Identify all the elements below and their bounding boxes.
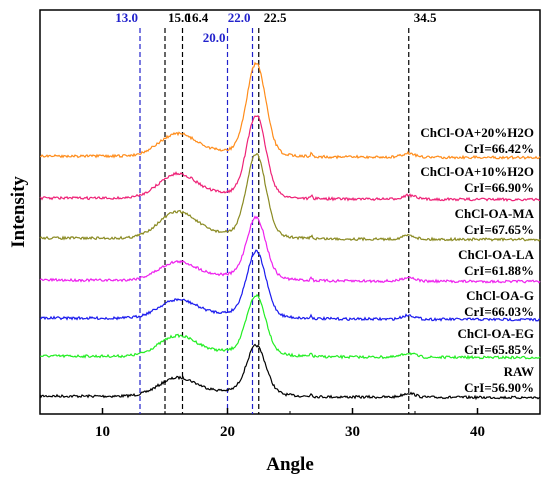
series-line bbox=[39, 249, 541, 322]
series-crl-label: CrI=56.90% bbox=[464, 380, 534, 395]
x-axis-title: Angle bbox=[266, 454, 314, 475]
series-name-label: ChCl-OA-LA bbox=[458, 247, 534, 262]
series-crl-label: CrI=66.03% bbox=[464, 304, 534, 319]
reference-line-label: 15.0 bbox=[168, 10, 191, 25]
series-line bbox=[39, 215, 541, 284]
series-crl-label: CrI=65.85% bbox=[464, 342, 534, 357]
series-name-label: ChCl-OA-EG bbox=[457, 326, 534, 341]
series-line bbox=[39, 114, 541, 202]
x-tick-label: 40 bbox=[470, 424, 485, 440]
reference-lines: 13.0 15.016.4 20.022.0 22.5 34.5 bbox=[115, 10, 437, 414]
y-axis-title: Intensity bbox=[8, 176, 29, 248]
reference-line-label: 34.5 bbox=[414, 10, 437, 25]
series-name-label: ChCl-OA+20%H2O bbox=[420, 125, 534, 140]
reference-line-label: 13.0 bbox=[115, 10, 138, 25]
series-name-label: ChCl-OA-MA bbox=[455, 206, 535, 221]
reference-line-label: 16.4 bbox=[186, 10, 209, 25]
series-crl-label: CrI=67.65% bbox=[464, 222, 534, 237]
series-crl-label: CrI=61.88% bbox=[464, 263, 534, 278]
series-line bbox=[40, 61, 541, 160]
reference-line-label: 22.0 bbox=[228, 10, 251, 25]
x-tick-label: 10 bbox=[95, 424, 110, 440]
x-tick-label: 20 bbox=[220, 424, 235, 440]
series-crl-label: CrI=66.90% bbox=[464, 180, 534, 195]
series-crl-label: CrI=66.42% bbox=[464, 141, 534, 156]
series-name-label: RAW bbox=[504, 364, 534, 379]
series-group bbox=[39, 61, 541, 401]
series-line bbox=[39, 293, 541, 360]
x-axis-ticks: 10 20 30 40 bbox=[39, 408, 541, 440]
reference-line-label: 20.0 bbox=[203, 30, 226, 45]
reference-line-label: 22.5 bbox=[264, 10, 287, 25]
series-name-label: ChCl-OA+10%H2O bbox=[420, 164, 534, 179]
series-line bbox=[39, 152, 541, 242]
series-name-label: ChCl-OA-G bbox=[466, 288, 534, 303]
series-line bbox=[39, 343, 541, 401]
x-tick-label: 30 bbox=[345, 424, 360, 440]
